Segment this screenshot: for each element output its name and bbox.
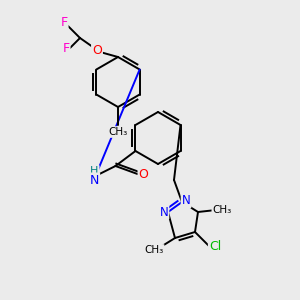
- Text: N: N: [182, 194, 190, 208]
- Text: N: N: [90, 173, 99, 187]
- Text: CH₃: CH₃: [212, 205, 232, 215]
- Text: O: O: [139, 167, 148, 181]
- Text: CH₃: CH₃: [108, 127, 128, 137]
- Text: F: F: [60, 16, 68, 29]
- Text: H: H: [90, 166, 99, 176]
- Text: O: O: [92, 44, 102, 56]
- Text: F: F: [62, 43, 70, 56]
- Text: N: N: [160, 206, 168, 218]
- Text: CH₃: CH₃: [144, 245, 164, 255]
- Text: Cl: Cl: [209, 241, 221, 254]
